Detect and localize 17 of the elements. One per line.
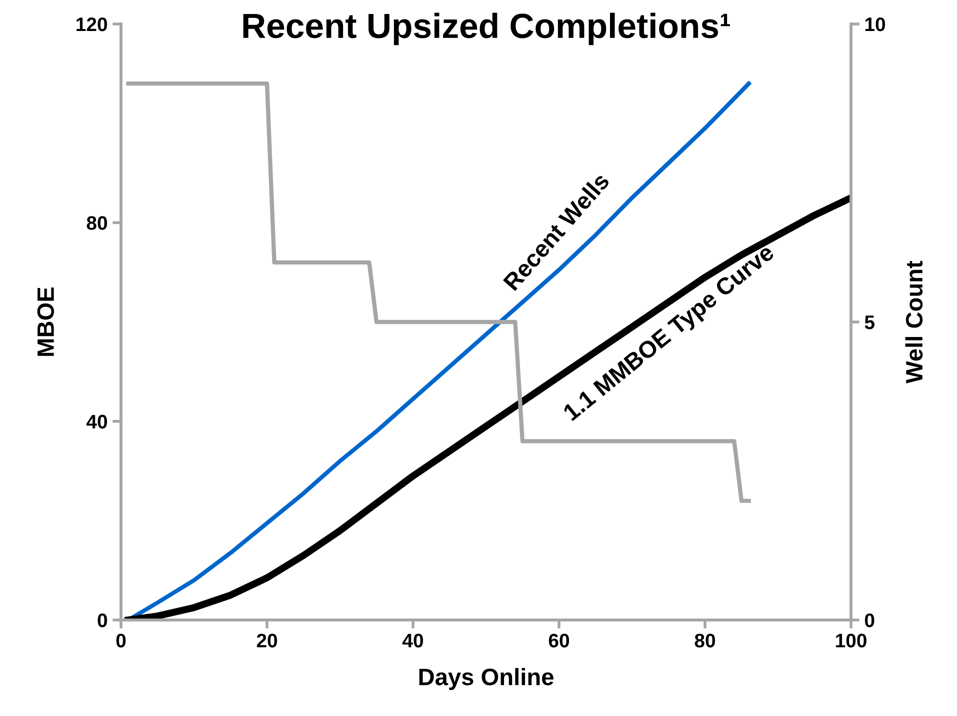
x-tick-label: 0	[116, 634, 126, 648]
chart-title: Recent Upsized Completions¹	[243, 12, 730, 46]
x-tick-label: 60	[548, 634, 570, 648]
x-tick-label: 40	[402, 634, 424, 648]
x-axis-title: Days Online	[419, 668, 554, 690]
y-tick-label: 120	[76, 17, 108, 32]
x-tick-label: 100	[836, 634, 866, 648]
y2-tick-label: 5	[864, 316, 874, 330]
y2-axis-title: Well Count	[905, 260, 923, 384]
y-axis-title: MBOE	[37, 288, 54, 356]
y2-tick-label: 10	[865, 17, 886, 32]
x-tick-label: 20	[256, 634, 278, 648]
x-tick-label: 80	[694, 634, 716, 648]
y2-tick-label: 0	[864, 613, 874, 628]
y-tick-label: 0	[98, 613, 108, 628]
y-tick-label: 80	[86, 216, 108, 230]
y-tick-label: 40	[86, 414, 108, 429]
